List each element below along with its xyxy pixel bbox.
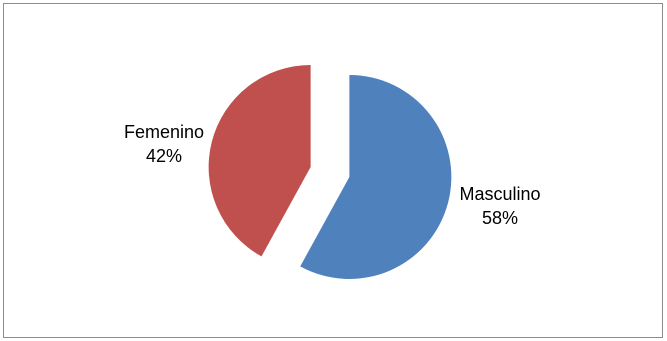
slice-percent-femenino: 42% [146, 146, 182, 166]
slice-percent-femenino-value: 42% [146, 146, 182, 166]
slice-label-masculino-name: Masculino [459, 184, 540, 204]
pie-slice-masculino [300, 74, 452, 279]
slice-label-femenino: Femenino [124, 122, 204, 142]
slice-label-femenino-name: Femenino [124, 122, 204, 142]
slice-label-masculino: Masculino [459, 184, 540, 204]
chart-area: Masculino 58% Femenino 42% [3, 3, 663, 338]
pie-slice-femenino [208, 65, 311, 257]
slice-percent-masculino-value: 58% [482, 208, 518, 228]
pie-chart: Masculino 58% Femenino 42% [124, 65, 541, 279]
slice-percent-masculino: 58% [482, 208, 518, 228]
